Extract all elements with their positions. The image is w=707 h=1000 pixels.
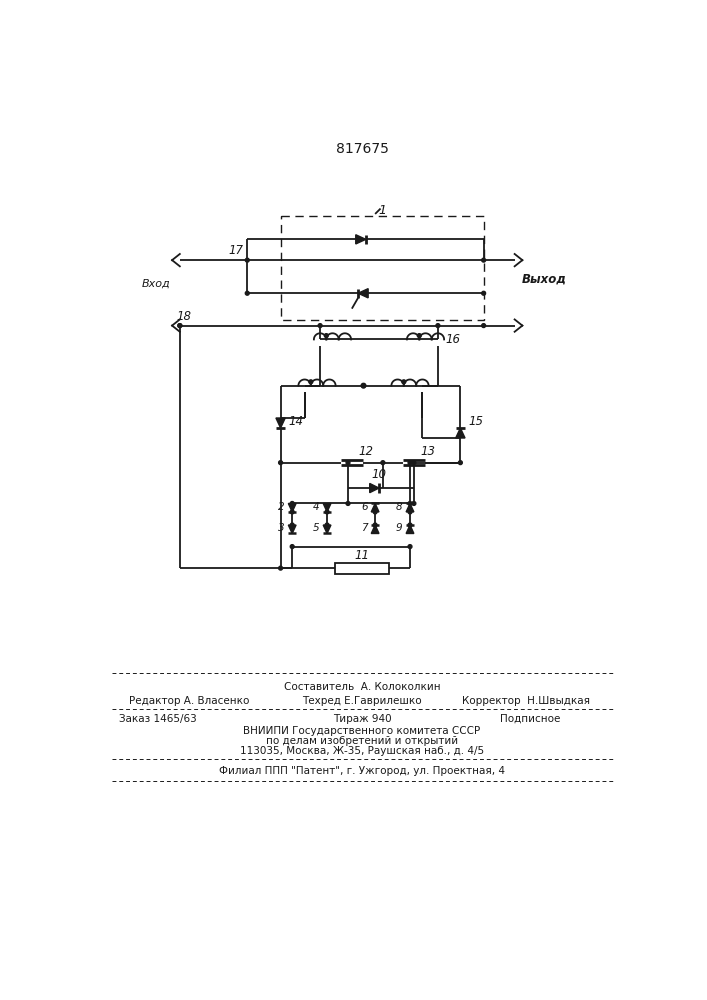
Text: 17: 17 xyxy=(229,244,244,257)
Circle shape xyxy=(408,502,412,505)
Circle shape xyxy=(408,510,412,514)
Text: 18: 18 xyxy=(176,310,191,323)
Text: 3: 3 xyxy=(278,523,285,533)
Circle shape xyxy=(291,502,294,505)
Polygon shape xyxy=(371,503,379,512)
Circle shape xyxy=(325,510,329,514)
Text: 6: 6 xyxy=(361,502,368,512)
Text: 13: 13 xyxy=(421,445,436,458)
Text: 10: 10 xyxy=(371,468,387,481)
Circle shape xyxy=(291,545,294,549)
Circle shape xyxy=(279,566,283,570)
Text: ВНИИПИ Государственного комитета СССР: ВНИИПИ Государственного комитета СССР xyxy=(243,726,481,736)
Text: 4: 4 xyxy=(313,502,320,512)
Circle shape xyxy=(318,324,322,328)
Text: 16: 16 xyxy=(446,333,461,346)
Polygon shape xyxy=(358,289,368,298)
Circle shape xyxy=(361,384,366,388)
Text: 5: 5 xyxy=(313,523,320,533)
Polygon shape xyxy=(276,418,285,428)
Bar xyxy=(335,563,389,574)
Circle shape xyxy=(417,334,421,338)
Circle shape xyxy=(291,523,294,527)
Text: Тираж 940: Тираж 940 xyxy=(332,714,391,724)
Circle shape xyxy=(325,523,329,527)
Polygon shape xyxy=(406,525,414,533)
Text: 817675: 817675 xyxy=(336,142,388,156)
Text: 15: 15 xyxy=(468,415,484,428)
Text: Вход: Вход xyxy=(142,278,171,288)
Text: 11: 11 xyxy=(354,549,370,562)
Polygon shape xyxy=(323,503,331,512)
Text: 12: 12 xyxy=(358,445,373,458)
Polygon shape xyxy=(406,503,414,512)
Text: 113035, Москва, Ж-35, Раушская наб., д. 4/5: 113035, Москва, Ж-35, Раушская наб., д. … xyxy=(240,746,484,756)
Circle shape xyxy=(346,461,350,465)
Text: 2: 2 xyxy=(278,502,285,512)
Circle shape xyxy=(436,324,440,328)
Polygon shape xyxy=(356,235,366,244)
Circle shape xyxy=(245,258,249,262)
Text: 9: 9 xyxy=(396,523,402,533)
Text: по делам изобретений и открытий: по делам изобретений и открытий xyxy=(266,736,458,746)
Circle shape xyxy=(279,461,283,465)
Circle shape xyxy=(408,545,412,549)
Circle shape xyxy=(178,324,182,328)
Circle shape xyxy=(381,461,385,465)
Circle shape xyxy=(309,380,312,384)
Polygon shape xyxy=(371,525,379,533)
Polygon shape xyxy=(370,483,379,493)
Circle shape xyxy=(178,324,182,328)
Text: Составитель  А. Колоколкин: Составитель А. Колоколкин xyxy=(284,682,440,692)
Circle shape xyxy=(373,523,377,527)
Polygon shape xyxy=(288,503,296,512)
Circle shape xyxy=(481,258,486,262)
Text: Выход: Выход xyxy=(522,273,566,286)
Text: Техред Е.Гаврилешко: Техред Е.Гаврилешко xyxy=(302,696,422,706)
Text: Редактор А. Власенко: Редактор А. Власенко xyxy=(129,696,250,706)
Circle shape xyxy=(361,383,366,388)
Circle shape xyxy=(412,461,416,465)
Polygon shape xyxy=(323,525,331,533)
Circle shape xyxy=(245,291,249,295)
Bar xyxy=(281,216,484,320)
Circle shape xyxy=(481,291,486,295)
Text: 14: 14 xyxy=(288,415,303,428)
Text: 7: 7 xyxy=(361,523,368,533)
Text: Заказ 1465/63: Заказ 1465/63 xyxy=(119,714,197,724)
Text: 1: 1 xyxy=(379,204,387,217)
Polygon shape xyxy=(456,428,465,438)
Circle shape xyxy=(373,510,377,514)
Circle shape xyxy=(325,334,328,338)
Circle shape xyxy=(346,502,350,505)
Text: Филиал ППП "Патент", г. Ужгород, ул. Проектная, 4: Филиал ППП "Патент", г. Ужгород, ул. Про… xyxy=(219,766,505,776)
Polygon shape xyxy=(288,525,296,533)
Circle shape xyxy=(402,380,406,384)
Circle shape xyxy=(291,510,294,514)
Text: Корректор  Н.Швыдкая: Корректор Н.Швыдкая xyxy=(462,696,590,706)
Text: 8: 8 xyxy=(396,502,402,512)
Circle shape xyxy=(458,461,462,465)
Circle shape xyxy=(408,523,412,527)
Text: Подписное: Подписное xyxy=(500,714,561,724)
Circle shape xyxy=(481,324,486,328)
Circle shape xyxy=(408,461,412,465)
Circle shape xyxy=(412,502,416,505)
